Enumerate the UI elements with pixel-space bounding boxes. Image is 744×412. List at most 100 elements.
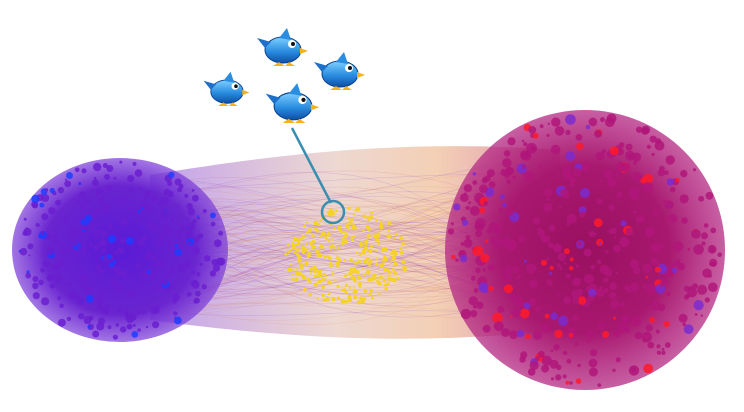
left-node	[98, 317, 106, 325]
bot-node	[318, 280, 321, 284]
bot-node	[401, 241, 405, 246]
left-node	[74, 167, 80, 173]
right-node	[599, 264, 610, 274]
left-node	[73, 250, 79, 256]
bot-node	[353, 294, 358, 300]
left-node	[193, 299, 198, 304]
right-node	[603, 288, 609, 294]
right-node	[577, 363, 581, 368]
left-node	[93, 234, 99, 239]
right-node	[479, 184, 488, 194]
bot-node	[383, 247, 388, 252]
bot-node	[344, 283, 348, 287]
left-node	[191, 246, 200, 255]
right-node	[546, 279, 553, 286]
left-node	[157, 250, 160, 254]
bot-node	[363, 214, 367, 219]
right-node	[588, 230, 596, 238]
left-node	[186, 203, 193, 210]
right-node	[708, 282, 718, 293]
bot-node	[327, 292, 330, 296]
bird-icons-group	[203, 28, 365, 123]
left-node	[191, 194, 199, 202]
bot-node	[289, 248, 292, 251]
right-node	[609, 282, 617, 291]
bot-node	[385, 234, 389, 237]
right-node	[539, 124, 544, 129]
right-node	[572, 167, 582, 177]
left-node	[139, 201, 148, 209]
right-node	[470, 310, 478, 318]
bot-node	[333, 246, 336, 249]
left-node	[60, 246, 69, 254]
left-node	[78, 313, 85, 320]
right-node	[532, 217, 541, 225]
right-node	[574, 342, 579, 346]
left-node	[199, 262, 203, 266]
right-node	[556, 292, 560, 296]
left-node	[127, 274, 130, 277]
right-node	[586, 339, 591, 343]
right-node	[565, 273, 571, 279]
bot-node	[305, 231, 309, 235]
bot-node	[357, 275, 360, 278]
left-node	[88, 315, 94, 321]
bot-node	[317, 222, 321, 227]
right-node	[681, 217, 688, 224]
right-node	[491, 237, 502, 248]
left-node	[42, 260, 50, 268]
right-node	[503, 150, 511, 157]
right-node	[548, 328, 553, 332]
bot-node	[357, 281, 362, 286]
right-node	[664, 342, 671, 348]
right-node	[537, 229, 545, 237]
left-node	[48, 207, 56, 215]
bot-node	[318, 234, 322, 238]
right-node	[625, 143, 633, 151]
callout-line	[290, 127, 333, 204]
right-node	[588, 358, 598, 368]
bot-node	[333, 226, 336, 230]
right-node	[683, 285, 690, 292]
right-node	[672, 241, 684, 252]
right-node	[679, 194, 689, 204]
left-node	[88, 242, 93, 246]
right-node	[463, 238, 473, 248]
right-node	[558, 315, 569, 326]
left-node	[101, 203, 110, 212]
bot-node	[352, 223, 355, 226]
right-node	[685, 293, 691, 298]
right-node	[513, 296, 525, 308]
bot-node	[393, 236, 396, 239]
right-node	[528, 297, 537, 306]
bot-node	[381, 247, 385, 251]
right-node	[577, 296, 587, 305]
right-node	[451, 254, 456, 260]
left-node	[77, 200, 81, 204]
bot-node	[335, 209, 338, 212]
right-node	[678, 313, 688, 323]
left-node	[78, 273, 84, 280]
left-node	[127, 175, 135, 183]
bot-node	[294, 279, 297, 282]
bot-node	[387, 282, 390, 285]
bot-node	[293, 251, 296, 255]
bot-node	[375, 218, 379, 222]
right-node	[575, 134, 583, 141]
bot-node	[312, 240, 315, 243]
left-node	[215, 257, 224, 266]
right-node	[660, 278, 668, 286]
left-node	[79, 191, 87, 199]
right-node	[615, 357, 621, 363]
right-node	[603, 169, 613, 179]
right-node	[569, 381, 573, 385]
left-node	[135, 263, 141, 268]
right-node	[703, 223, 709, 228]
left-node	[102, 163, 108, 168]
bot-node	[369, 289, 373, 293]
right-node	[717, 252, 722, 257]
right-node	[526, 263, 537, 274]
left-node	[196, 272, 201, 277]
left-node	[93, 162, 102, 172]
bot-node	[306, 253, 312, 258]
